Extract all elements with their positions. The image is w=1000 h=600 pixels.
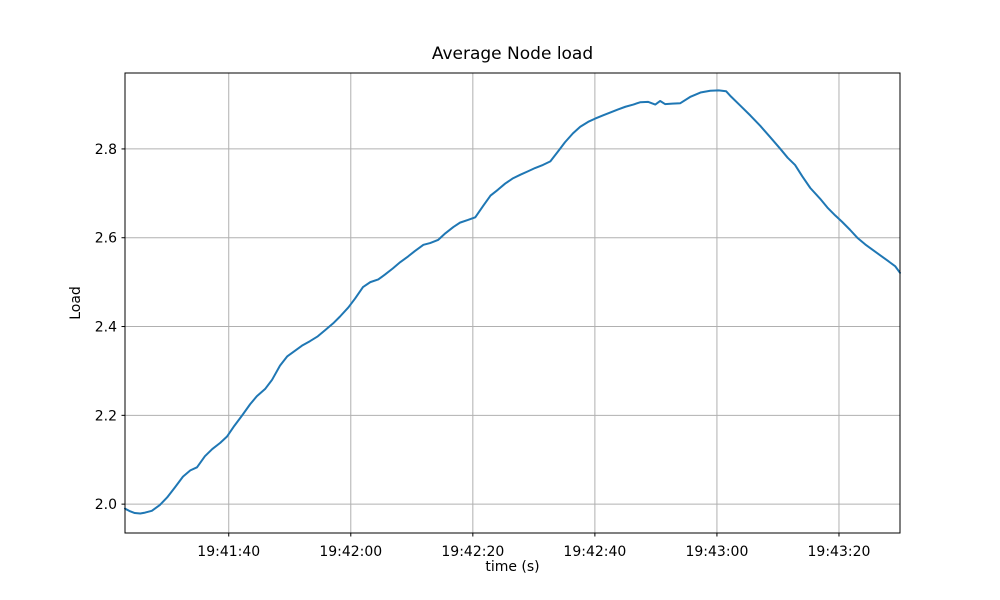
axis-tick-marks	[121, 148, 840, 537]
y-tick-label: 2.6	[95, 231, 117, 247]
x-tick-label: 19:42:40	[563, 544, 626, 560]
x-tick-label: 19:42:20	[441, 544, 504, 560]
chart-title: Average Node load	[432, 44, 593, 64]
x-tick-label: 19:41:40	[197, 544, 260, 560]
x-tick-labels: 19:41:40 19:42:00 19:42:20 19:42:40 19:43:00…	[197, 544, 870, 560]
y-tick-labels: 2.0 2.2 2.4 2.6 2.8	[95, 142, 117, 513]
y-axis-label: Load	[68, 286, 84, 320]
x-tick-label: 19:43:20	[808, 544, 871, 560]
grid-lines	[125, 73, 900, 533]
y-tick-label: 2.4	[95, 320, 117, 336]
y-tick-label: 2.0	[95, 497, 117, 513]
y-tick-label: 2.2	[95, 408, 117, 424]
x-tick-label: 19:43:00	[685, 544, 748, 560]
x-axis-label: time (s)	[485, 559, 539, 575]
y-tick-label: 2.8	[95, 142, 117, 158]
x-tick-label: 19:42:00	[319, 544, 382, 560]
plot-border	[124, 72, 901, 534]
load-series-line	[124, 89, 901, 515]
